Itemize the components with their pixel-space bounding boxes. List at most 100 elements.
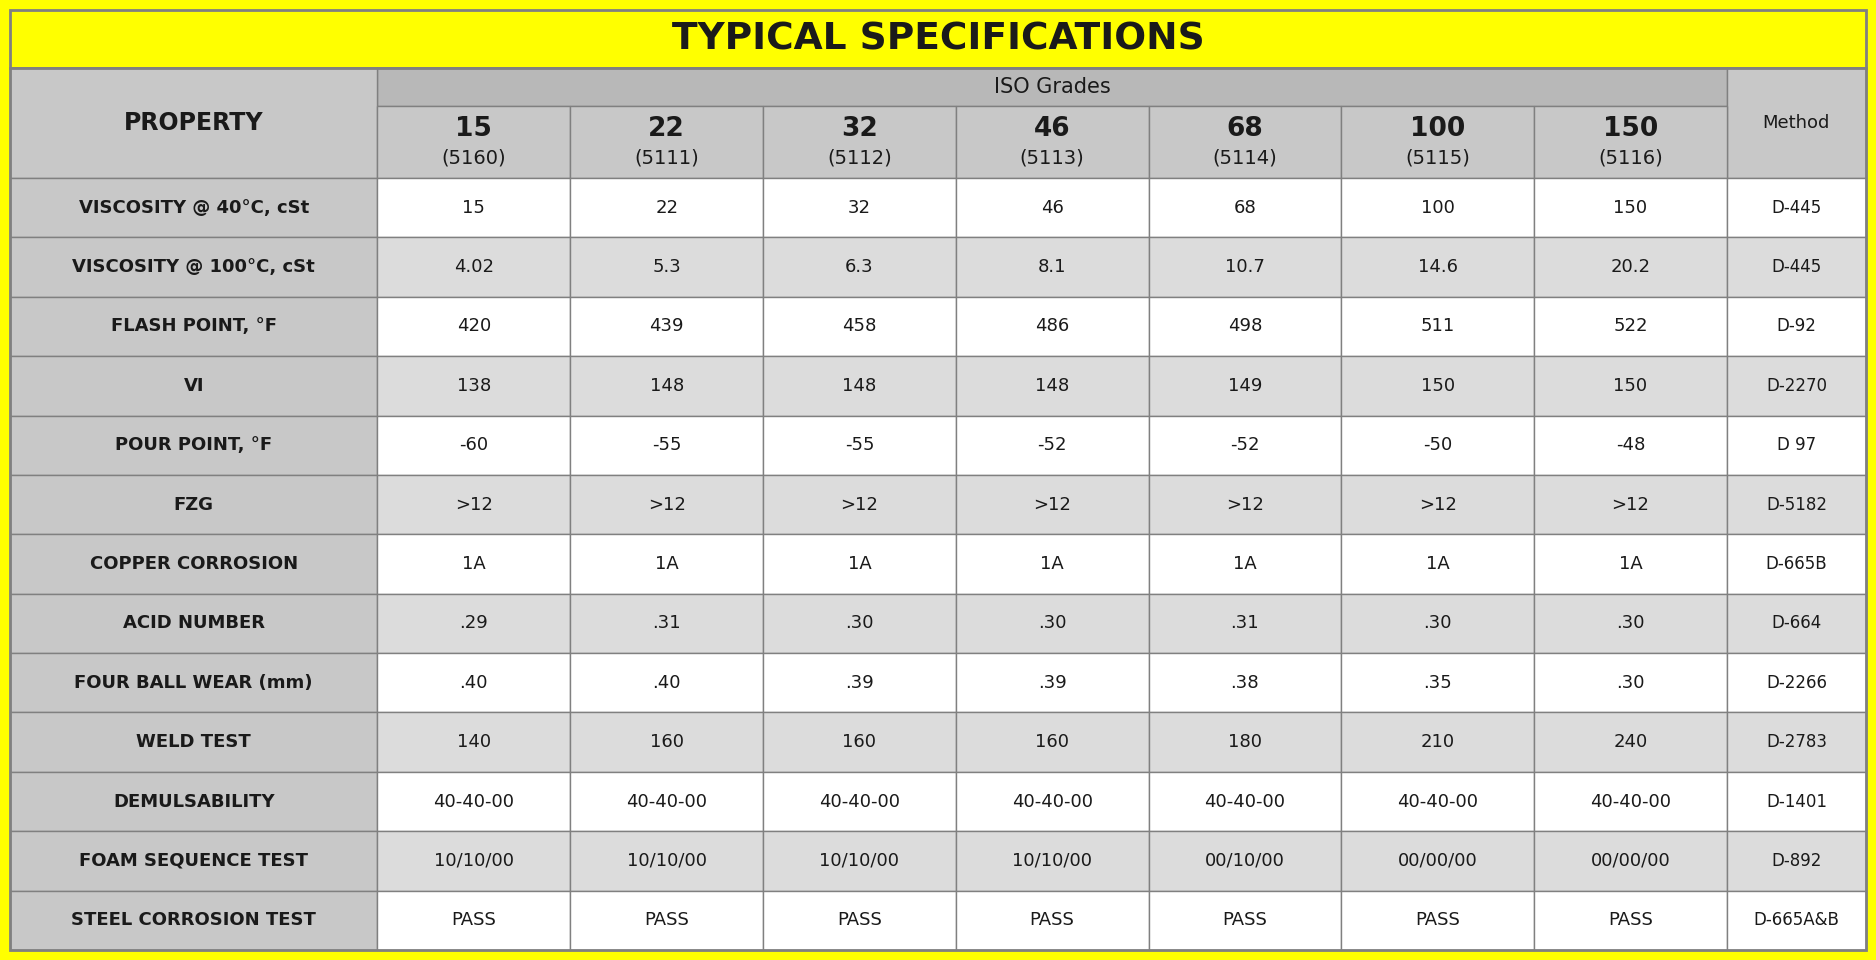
Bar xyxy=(1535,653,1726,712)
Text: FZG: FZG xyxy=(174,495,214,514)
Text: .39: .39 xyxy=(1037,674,1067,692)
Text: 160: 160 xyxy=(649,733,683,751)
Text: -50: -50 xyxy=(1424,436,1452,454)
Bar xyxy=(764,593,955,653)
Text: 486: 486 xyxy=(1036,318,1069,335)
Text: 00/10/00: 00/10/00 xyxy=(1204,852,1285,870)
Bar xyxy=(1535,297,1726,356)
Text: 10/10/00: 10/10/00 xyxy=(433,852,514,870)
Text: 240: 240 xyxy=(1613,733,1647,751)
Bar xyxy=(1148,237,1341,297)
Bar xyxy=(377,593,570,653)
Text: 40-40-00: 40-40-00 xyxy=(1591,793,1672,810)
Bar xyxy=(1535,535,1726,593)
Bar xyxy=(1341,593,1535,653)
Text: .29: .29 xyxy=(460,614,488,633)
Bar xyxy=(1148,772,1341,831)
Bar xyxy=(764,237,955,297)
Bar xyxy=(1726,68,1867,178)
Text: 22: 22 xyxy=(649,116,685,142)
Text: D-665A&B: D-665A&B xyxy=(1754,911,1838,929)
Text: DEMULSABILITY: DEMULSABILITY xyxy=(113,793,274,810)
Bar xyxy=(570,593,764,653)
Bar xyxy=(9,237,377,297)
Bar xyxy=(1726,831,1867,891)
Bar xyxy=(377,178,570,237)
Text: 68: 68 xyxy=(1234,199,1257,217)
Bar xyxy=(9,416,377,475)
Bar xyxy=(9,475,377,535)
Text: 10.7: 10.7 xyxy=(1225,258,1264,276)
Bar xyxy=(1341,831,1535,891)
Bar xyxy=(377,535,570,593)
Text: D-2266: D-2266 xyxy=(1765,674,1827,692)
Bar xyxy=(9,10,1867,68)
Bar xyxy=(570,416,764,475)
Text: .30: .30 xyxy=(844,614,874,633)
Bar xyxy=(764,772,955,831)
Bar xyxy=(1535,416,1726,475)
Text: 150: 150 xyxy=(1613,199,1647,217)
Bar xyxy=(1148,593,1341,653)
Text: 1A: 1A xyxy=(655,555,679,573)
Bar xyxy=(1726,297,1867,356)
Bar xyxy=(377,891,570,950)
Bar xyxy=(1535,475,1726,535)
Bar xyxy=(1535,237,1726,297)
Bar xyxy=(1148,297,1341,356)
Text: TYPICAL SPECIFICATIONS: TYPICAL SPECIFICATIONS xyxy=(672,21,1204,57)
Text: 160: 160 xyxy=(842,733,876,751)
Bar xyxy=(1148,653,1341,712)
Bar xyxy=(570,237,764,297)
Bar xyxy=(955,356,1148,416)
Text: 40-40-00: 40-40-00 xyxy=(820,793,900,810)
Text: 140: 140 xyxy=(456,733,492,751)
Text: D 97: D 97 xyxy=(1777,436,1816,454)
Bar xyxy=(1726,891,1867,950)
Text: D-1401: D-1401 xyxy=(1765,793,1827,810)
Text: 1A: 1A xyxy=(1426,555,1450,573)
Text: (5116): (5116) xyxy=(1598,149,1662,167)
Bar xyxy=(1726,535,1867,593)
Text: 32: 32 xyxy=(840,116,878,142)
Bar xyxy=(955,475,1148,535)
Text: (5115): (5115) xyxy=(1405,149,1471,167)
Bar xyxy=(1535,891,1726,950)
Text: (5111): (5111) xyxy=(634,149,700,167)
Text: .30: .30 xyxy=(1424,614,1452,633)
Bar xyxy=(1535,772,1726,831)
Text: PASS: PASS xyxy=(452,911,497,929)
Text: 8.1: 8.1 xyxy=(1037,258,1066,276)
Text: PASS: PASS xyxy=(1030,911,1075,929)
Text: >12: >12 xyxy=(647,495,685,514)
Bar xyxy=(1341,712,1535,772)
Text: PASS: PASS xyxy=(643,911,688,929)
Bar xyxy=(1341,891,1535,950)
Bar xyxy=(570,831,764,891)
Text: .39: .39 xyxy=(844,674,874,692)
Text: 148: 148 xyxy=(1036,377,1069,395)
Bar xyxy=(955,653,1148,712)
Bar xyxy=(9,772,377,831)
Bar xyxy=(1535,831,1726,891)
Bar xyxy=(1726,416,1867,475)
Text: D-665B: D-665B xyxy=(1765,555,1827,573)
Text: 40-40-00: 40-40-00 xyxy=(433,793,514,810)
Text: (5160): (5160) xyxy=(441,149,507,167)
Bar xyxy=(570,106,764,178)
Text: .40: .40 xyxy=(460,674,488,692)
Bar xyxy=(1535,712,1726,772)
Bar xyxy=(570,178,764,237)
Bar xyxy=(955,891,1148,950)
Bar xyxy=(764,712,955,772)
Bar xyxy=(955,535,1148,593)
Text: VISCOSITY @ 40°C, cSt: VISCOSITY @ 40°C, cSt xyxy=(79,199,310,217)
Text: 46: 46 xyxy=(1034,116,1071,142)
Bar xyxy=(1148,356,1341,416)
Text: 148: 148 xyxy=(842,377,876,395)
Text: .31: .31 xyxy=(1231,614,1259,633)
Bar xyxy=(1341,297,1535,356)
Text: 100: 100 xyxy=(1411,116,1465,142)
Bar xyxy=(1148,831,1341,891)
Text: D-664: D-664 xyxy=(1771,614,1822,633)
